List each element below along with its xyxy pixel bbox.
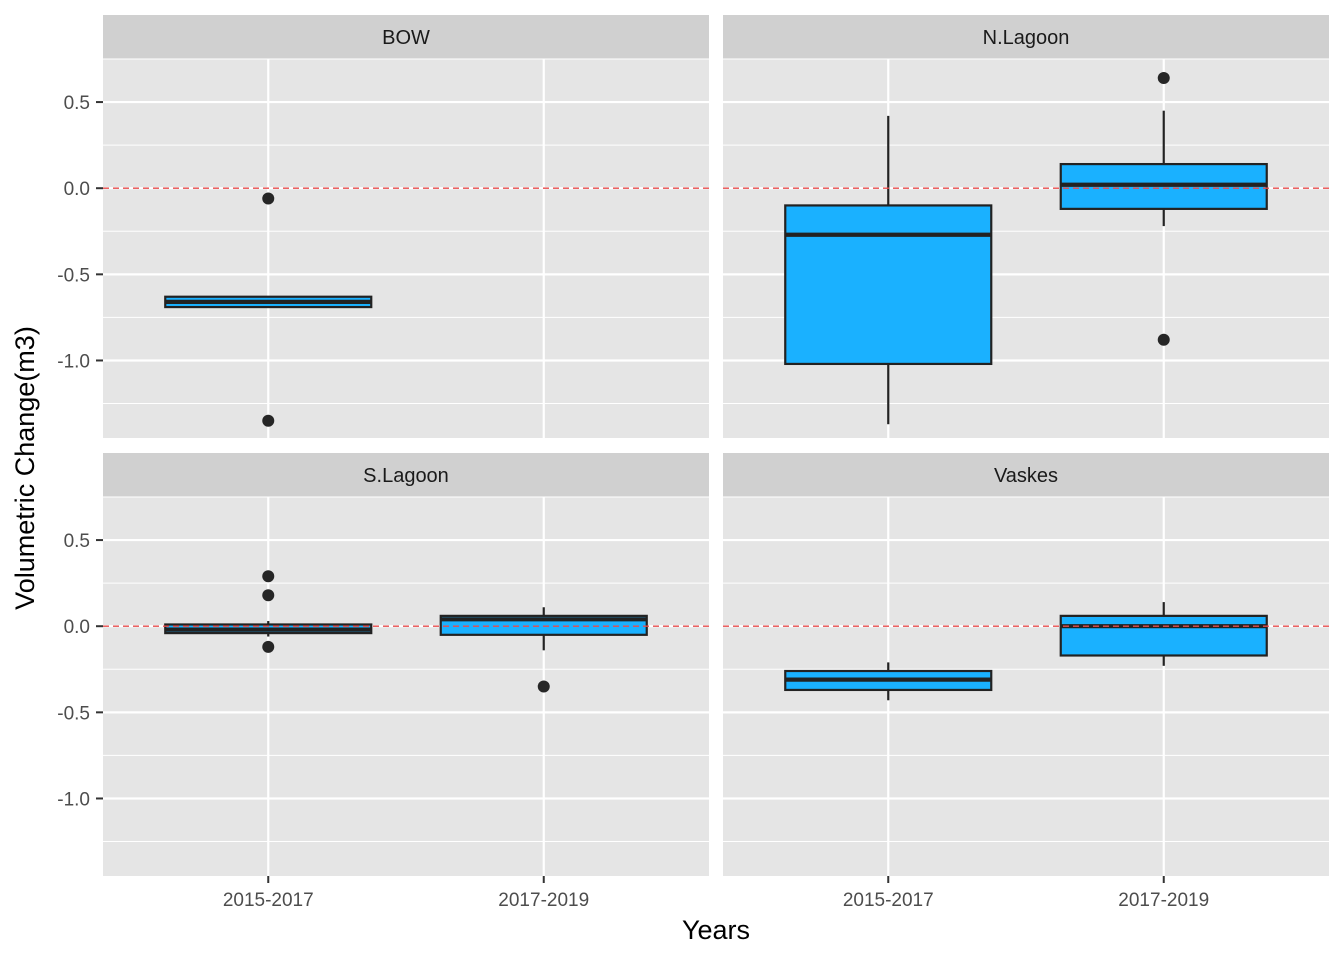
panel-background xyxy=(103,59,709,438)
y-axis-title: Volumetric Change(m3) xyxy=(10,326,40,610)
y-tick-label: 0.5 xyxy=(64,93,90,114)
y-tick-label: -1.0 xyxy=(57,351,90,372)
outlier-point xyxy=(262,415,274,427)
box-iqr xyxy=(1061,616,1267,656)
y-tick-label: -0.5 xyxy=(57,703,90,724)
outlier-point xyxy=(262,589,274,601)
outlier-point xyxy=(262,641,274,653)
y-tick-label: 0.0 xyxy=(64,617,90,638)
outlier-point xyxy=(262,570,274,582)
facet-panel-s-lagoon: S.Lagoon xyxy=(103,453,709,876)
panels-layer: BOW N.Lagoon S.Lagoon Vaskes xyxy=(103,15,1329,876)
outlier-point xyxy=(1158,72,1170,84)
facet-strip-label: N.Lagoon xyxy=(983,27,1070,49)
facet-panel-bow: BOW xyxy=(103,15,709,438)
panel-background xyxy=(103,497,709,876)
x-tick-label: 2017-2019 xyxy=(498,890,589,911)
facet-panel-vaskes: Vaskes xyxy=(723,453,1329,876)
y-tick-label: 0.0 xyxy=(64,179,90,200)
outlier-point xyxy=(538,681,550,693)
box-iqr xyxy=(785,205,991,363)
y-tick-label: 0.5 xyxy=(64,531,90,552)
y-tick-label: -0.5 xyxy=(57,265,90,286)
x-tick-label: 2015-2017 xyxy=(843,890,934,911)
facet-strip-label: BOW xyxy=(382,27,430,49)
facet-strip-label: S.Lagoon xyxy=(363,465,449,487)
outlier-point xyxy=(262,193,274,205)
x-tick-label: 2015-2017 xyxy=(223,890,314,911)
y-tick-label: -1.0 xyxy=(57,789,90,810)
facet-panel-n-lagoon: N.Lagoon xyxy=(723,15,1329,438)
x-axis-title: Years xyxy=(682,915,750,945)
x-tick-label: 2017-2019 xyxy=(1118,890,1209,911)
outlier-point xyxy=(1158,334,1170,346)
facet-strip-label: Vaskes xyxy=(994,465,1058,487)
